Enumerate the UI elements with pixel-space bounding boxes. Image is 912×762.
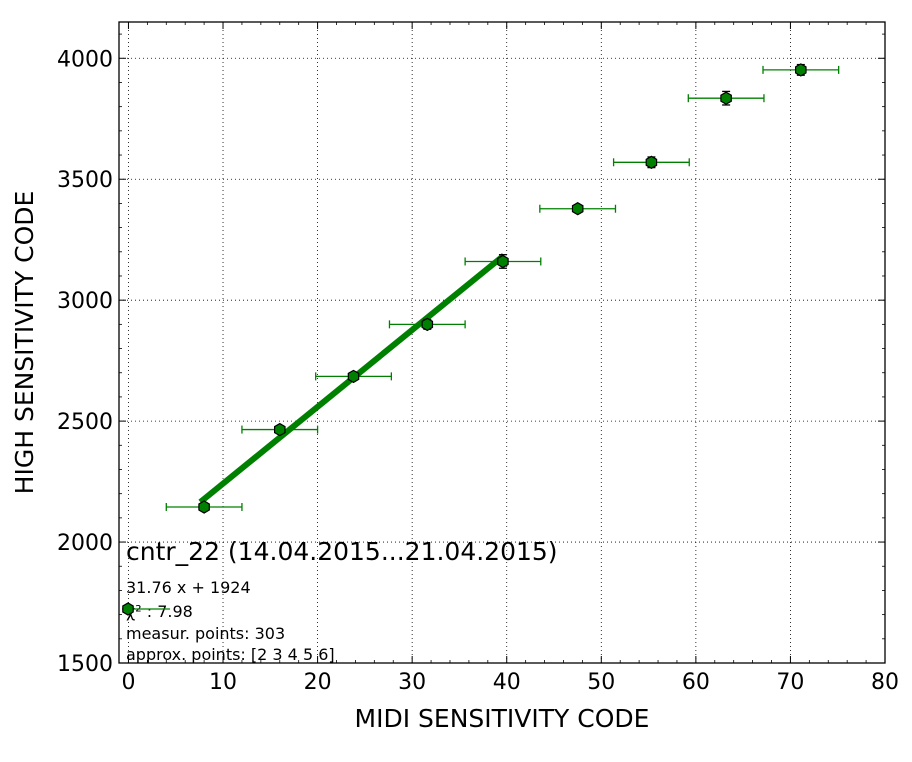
data-point: [274, 422, 286, 437]
grid-layer: [119, 22, 886, 663]
y-tick-label: 3500: [57, 168, 113, 193]
x-tick-label: 80: [871, 670, 899, 695]
data-point: [720, 91, 732, 105]
data-point: [347, 369, 360, 384]
x-tick-label: 20: [304, 670, 332, 695]
y-tick-label: 2000: [57, 531, 113, 556]
data-point: [198, 500, 210, 514]
annotation-formula: 31.76 x + 1924: [126, 578, 251, 597]
tick-layer: 0 10 20 30 40 50 60 70 80 1500 2000 2500 3000 3500 400…: [57, 22, 899, 695]
y-tick-label: 2500: [57, 410, 113, 435]
x-tick-label: 70: [776, 670, 804, 695]
data-point: [645, 155, 658, 169]
y-tick-label: 4000: [57, 47, 113, 72]
y-tick-label: 3000: [57, 289, 113, 314]
data-point: [794, 63, 807, 77]
annotation-chi2: χ² : 7.98: [126, 602, 193, 621]
y-tick-label: 1500: [57, 652, 113, 677]
legend-marker: [122, 602, 170, 616]
x-tick-label: 0: [121, 670, 135, 695]
x-tick-label: 10: [209, 670, 237, 695]
data-point: [421, 317, 434, 332]
data-point: [497, 254, 509, 269]
x-axis-label: MIDI SENSITIVITY CODE: [355, 704, 650, 733]
y-axis-label: HIGH SENSITIVITY CODE: [10, 191, 39, 495]
x-tick-label: 60: [682, 670, 710, 695]
annotation-measured-points: measur. points: 303: [126, 624, 285, 643]
data-point: [571, 202, 584, 216]
annotation-approx-points: approx. points: [2 3 4 5 6]: [126, 645, 335, 664]
x-tick-label: 40: [493, 670, 521, 695]
legend-point: [122, 602, 134, 616]
annotation-title: cntr_22 (14.04.2015...21.04.2015): [126, 537, 558, 566]
data-points-layer: [198, 63, 807, 514]
x-tick-label: 30: [398, 670, 426, 695]
plot-frame: [118, 21, 886, 664]
x-tick-label: 50: [587, 670, 615, 695]
